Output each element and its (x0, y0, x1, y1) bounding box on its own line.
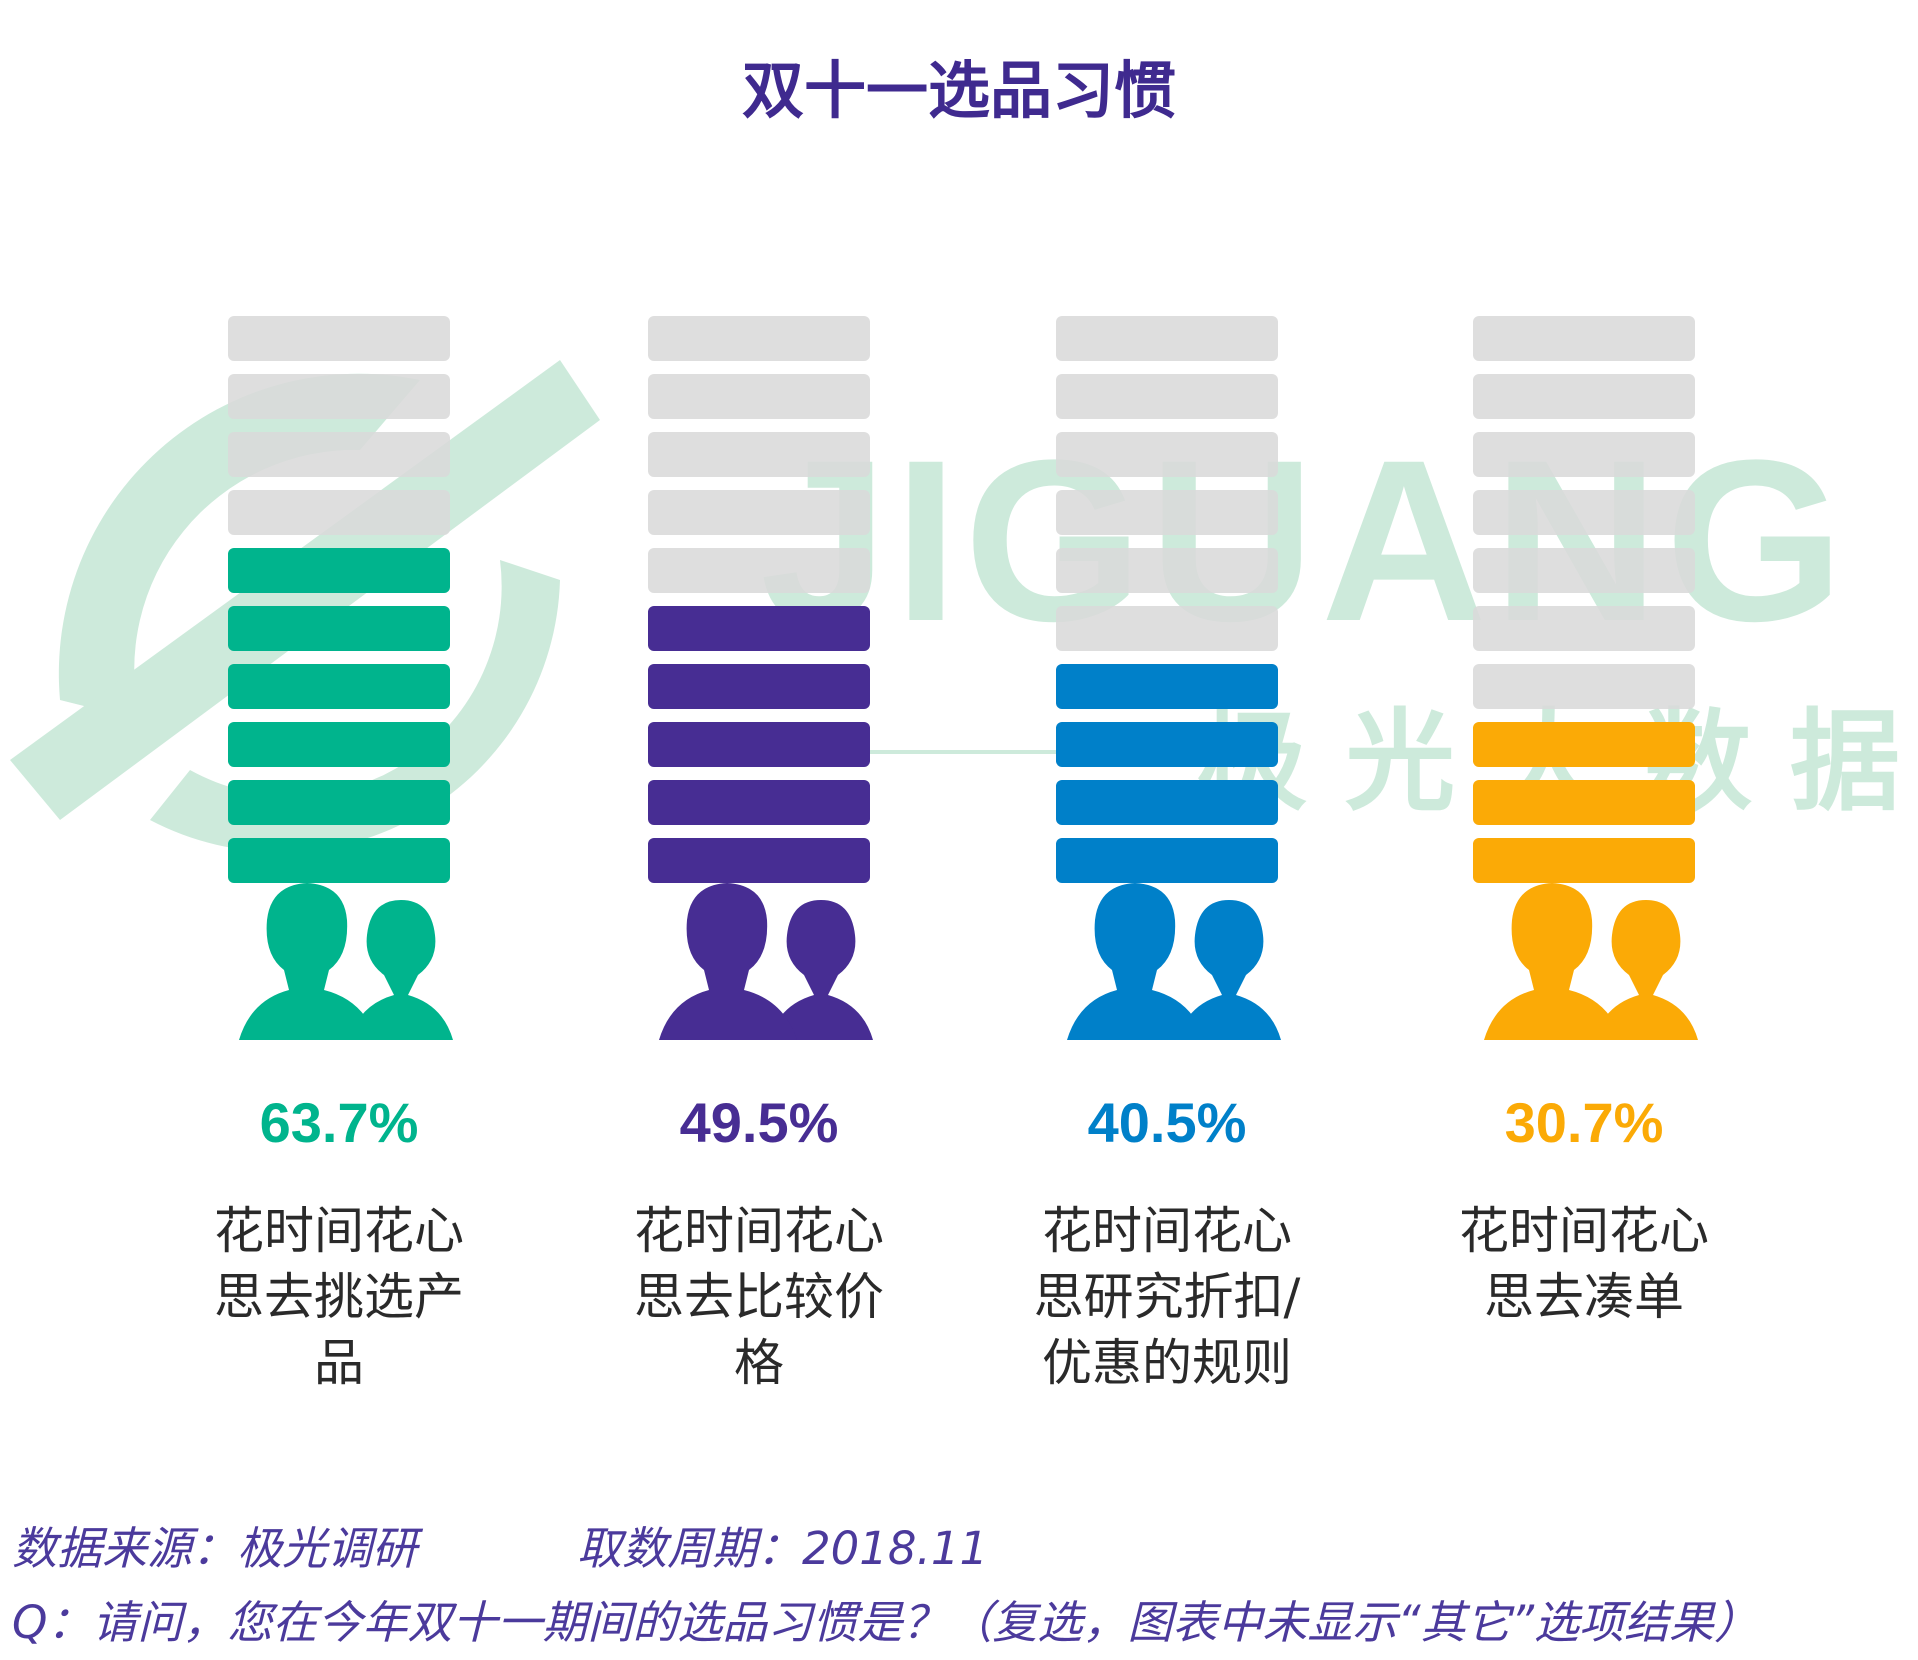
bar-segment-empty (1056, 374, 1278, 419)
people-icon (1484, 883, 1698, 1040)
bar-segment-empty (648, 490, 870, 535)
category-label: 花时间花心思去挑选产品 (189, 1198, 489, 1396)
bar-segment-filled (228, 606, 450, 651)
value-label: 30.7% (1504, 1091, 1664, 1154)
people-icon (239, 883, 453, 1040)
category-label-line: 花时间花心 (214, 1202, 464, 1260)
category-label-line: 花时间花心 (1042, 1202, 1292, 1260)
chart-area (228, 316, 1698, 1040)
bar-segment-filled (648, 838, 870, 883)
bar-segment-empty (1473, 664, 1695, 709)
bar-segment-filled (1056, 664, 1278, 709)
bar-segment-filled (648, 606, 870, 651)
bar-segment-empty (228, 316, 450, 361)
bar-segment-empty (1056, 316, 1278, 361)
category-label: 花时间花心思研究折扣/优惠的规则 (1017, 1198, 1317, 1396)
value-label: 40.5% (1087, 1091, 1247, 1154)
bar-segment-empty (648, 548, 870, 593)
bar-segment-empty (648, 316, 870, 361)
bar-segment-filled (1473, 722, 1695, 767)
category-label-line: 品 (314, 1334, 364, 1392)
bar-segment-filled (1473, 780, 1695, 825)
category-label-line: 思研究折扣/ (1033, 1268, 1301, 1326)
category-label-line: 花时间花心 (634, 1202, 884, 1260)
bar-segment-empty (1056, 490, 1278, 535)
people-icon (1067, 883, 1281, 1040)
bar-segment-filled (228, 838, 450, 883)
bar-segment-empty (1056, 606, 1278, 651)
category-label-line: 格 (734, 1334, 784, 1392)
bar-segment-filled (648, 722, 870, 767)
bar-segment-empty (1473, 490, 1695, 535)
bar-segment-filled (648, 780, 870, 825)
category-label-line: 花时间花心 (1459, 1202, 1709, 1260)
bar-segment-empty (1473, 548, 1695, 593)
people-icon (659, 883, 873, 1040)
category-label-line: 思去凑单 (1484, 1268, 1684, 1326)
category-label-line: 思去挑选产 (214, 1268, 464, 1326)
category-label: 花时间花心 思去凑单 (1434, 1198, 1734, 1330)
bar-segment-filled (1056, 780, 1278, 825)
bar-segment-filled (1056, 722, 1278, 767)
bar-segment-filled (228, 780, 450, 825)
bar-segment-filled (648, 664, 870, 709)
value-label: 63.7% (259, 1091, 419, 1154)
category-label-line: 优惠的规则 (1042, 1334, 1292, 1392)
bar-segment-empty (1473, 374, 1695, 419)
bar-segment-empty (1473, 432, 1695, 477)
bar-segment-filled (228, 664, 450, 709)
bar-segment-filled (1473, 838, 1695, 883)
bar-segment-empty (1473, 316, 1695, 361)
footer-source: 数据来源：极光调研 (12, 1522, 418, 1575)
footer-source-line: 数据来源：极光调研 取数周期：2018.11 (12, 1512, 988, 1577)
page-title: 双十一选品习惯 (741, 54, 1176, 127)
bar-segment-empty (228, 490, 450, 535)
footer-period: 取数周期：2018.11 (577, 1522, 989, 1575)
bar-segment-empty (228, 374, 450, 419)
bar-segment-filled (1056, 838, 1278, 883)
bar-segment-empty (228, 432, 450, 477)
category-label-line: 思去比较价 (634, 1268, 884, 1326)
bar-segment-filled (228, 548, 450, 593)
bar-segment-empty (1056, 548, 1278, 593)
bar-segment-empty (1056, 432, 1278, 477)
category-label: 花时间花心思去比较价格 (609, 1198, 909, 1396)
bar-segment-empty (648, 374, 870, 419)
value-label: 49.5% (679, 1091, 839, 1154)
footer-question: Q：请问，您在今年双十一期间的选品习惯是？（复选，图表中未显示“其它”选项结果） (12, 1596, 1760, 1649)
bar-segment-filled (228, 722, 450, 767)
bar-segment-empty (648, 432, 870, 477)
bar-segment-empty (1473, 606, 1695, 651)
